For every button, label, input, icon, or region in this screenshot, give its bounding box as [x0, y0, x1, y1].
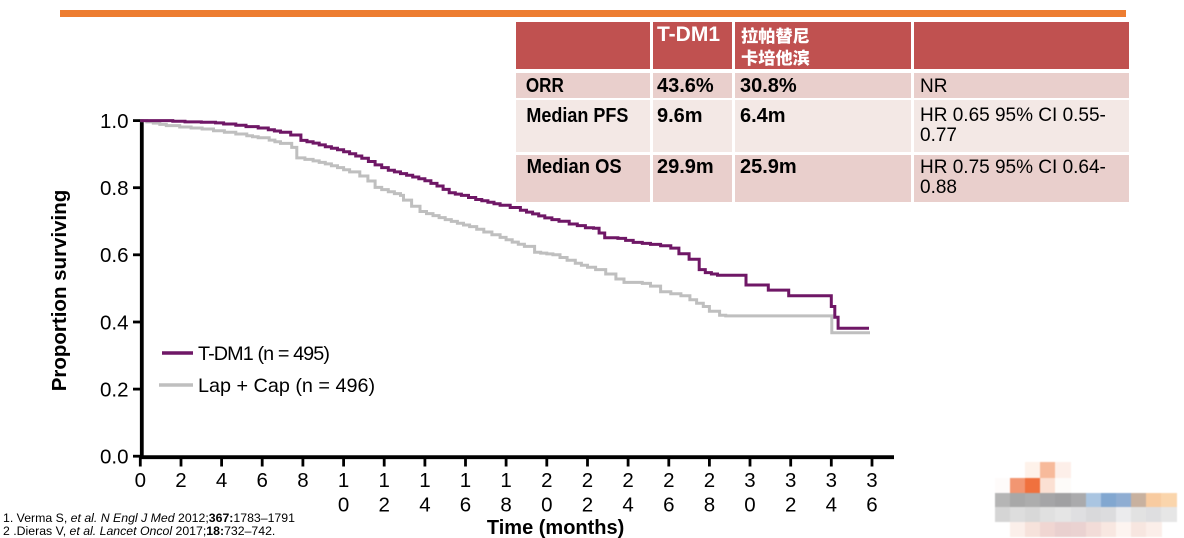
- svg-text:Lap + Cap (n = 496): Lap + Cap (n = 496): [198, 375, 375, 397]
- svg-text:2: 2: [663, 469, 674, 492]
- svg-text:3: 3: [785, 469, 796, 492]
- svg-text:1: 1: [378, 469, 389, 492]
- svg-text:4: 4: [622, 493, 633, 516]
- svg-text:3: 3: [866, 469, 877, 492]
- svg-text:1: 1: [500, 469, 511, 492]
- svg-text:1: 1: [338, 469, 349, 492]
- svg-text:2: 2: [785, 493, 796, 516]
- svg-text:Proportion surviving: Proportion surviving: [48, 190, 71, 392]
- svg-text:6: 6: [866, 493, 877, 516]
- svg-text:8: 8: [704, 493, 715, 516]
- svg-text:1: 1: [419, 469, 430, 492]
- svg-text:2: 2: [378, 493, 389, 516]
- svg-text:Time (months): Time (months): [487, 517, 624, 538]
- svg-text:0.8: 0.8: [100, 177, 129, 200]
- svg-text:1.0: 1.0: [100, 110, 129, 133]
- svg-text:0.2: 0.2: [100, 378, 129, 401]
- svg-text:1: 1: [460, 469, 471, 492]
- svg-text:2: 2: [175, 469, 186, 492]
- svg-text:0: 0: [541, 493, 552, 516]
- svg-text:4: 4: [826, 493, 837, 516]
- svg-text:3: 3: [826, 469, 837, 492]
- svg-text:T-DM1 (n = 495): T-DM1 (n = 495): [198, 343, 329, 365]
- svg-text:6: 6: [256, 469, 267, 492]
- svg-text:6: 6: [663, 493, 674, 516]
- svg-text:2: 2: [541, 469, 552, 492]
- svg-text:2: 2: [704, 469, 715, 492]
- svg-text:4: 4: [216, 469, 227, 492]
- svg-text:6: 6: [460, 493, 471, 516]
- svg-text:0: 0: [338, 493, 349, 516]
- svg-text:2: 2: [582, 469, 593, 492]
- svg-text:2: 2: [622, 469, 633, 492]
- svg-text:3: 3: [744, 469, 755, 492]
- svg-text:0.4: 0.4: [100, 311, 129, 334]
- svg-text:8: 8: [297, 469, 308, 492]
- svg-text:0: 0: [135, 469, 146, 492]
- svg-text:4: 4: [419, 493, 430, 516]
- svg-text:0.0: 0.0: [100, 446, 129, 469]
- svg-text:0: 0: [744, 493, 755, 516]
- svg-text:0.6: 0.6: [100, 244, 129, 267]
- svg-text:8: 8: [500, 493, 511, 516]
- svg-text:2: 2: [582, 493, 593, 516]
